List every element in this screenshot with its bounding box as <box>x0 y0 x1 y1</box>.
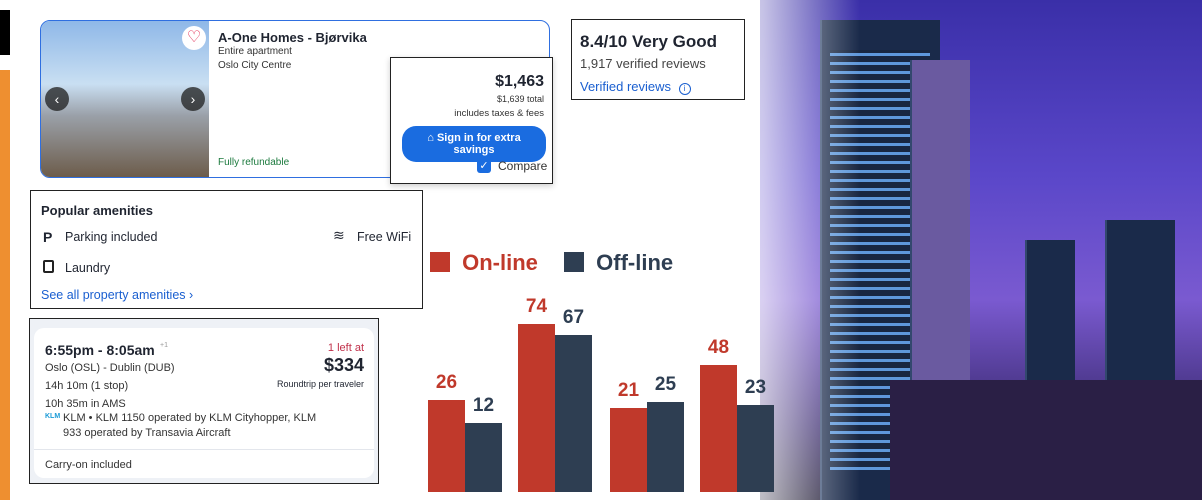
legend-offline: Off-line <box>596 250 674 275</box>
bar-online-3 <box>610 408 647 492</box>
verified-reviews-label: Verified reviews <box>580 79 672 94</box>
sign-in-savings-button[interactable]: ⌂ Sign in for extra savings <box>402 126 546 162</box>
refund-status: Fully refundable <box>218 157 290 168</box>
baggage-info: Carry-on included <box>45 459 132 471</box>
taxes-note: includes taxes & fees <box>454 108 544 119</box>
flight-times: 6:55pm - 8:05am <box>45 342 155 358</box>
airline-line1: KLM • KLM 1150 operated by KLM Cityhoppe… <box>63 412 317 424</box>
amenity-laundry: Laundry <box>65 261 111 275</box>
bar-label: 21 <box>617 380 640 402</box>
flight-duration: 14h 10m (1 stop) <box>45 380 129 392</box>
bar-offline-4 <box>737 405 774 492</box>
flight-route: Oslo (OSL) - Dublin (DUB) <box>45 362 175 374</box>
bar-label: 74 <box>525 295 548 317</box>
price-note: Roundtrip per traveler <box>276 379 364 389</box>
parking-icon: P <box>43 229 53 245</box>
total-price: $1,639 total <box>496 94 544 104</box>
amenities-card: Popular amenities P Parking included ≋ F… <box>30 190 423 309</box>
bar-online-4 <box>700 365 737 492</box>
info-icon[interactable]: i <box>678 83 691 95</box>
tag-icon: ⌂ <box>427 132 437 144</box>
review-count: 1,917 verified reviews <box>580 56 706 71</box>
bar-offline-2 <box>555 334 592 492</box>
legend-swatch-offline <box>564 252 585 272</box>
sign-in-label: Sign in for extra savings <box>436 132 521 156</box>
bar-label: 48 <box>707 337 730 359</box>
hotel-type: Entire apartment <box>218 46 292 57</box>
wifi-icon: ≋ <box>333 227 345 243</box>
amenity-wifi: Free WiFi <box>357 230 412 244</box>
bar-offline-3 <box>647 402 684 492</box>
review-score: 8.4/10 Very Good <box>580 32 718 51</box>
flight-layover: 10h 35m in AMS <box>45 398 126 410</box>
seats-left: 1 left at <box>327 342 364 354</box>
bar-offline-1 <box>465 422 502 492</box>
bar-online-2 <box>518 323 555 492</box>
compare-checkbox[interactable]: ✓ <box>477 159 491 173</box>
flight-card[interactable]: 6:55pm - 8:05am +1 Oslo (OSL) - Dublin (… <box>29 318 379 484</box>
orange-bar <box>0 70 10 500</box>
city-building-photo <box>760 0 1202 500</box>
see-all-amenities-link[interactable]: See all property amenities › <box>41 288 193 302</box>
flight-price: $334 <box>323 355 364 375</box>
hotel-name[interactable]: A-One Homes - Bjørvika <box>218 30 367 45</box>
amenity-parking: Parking included <box>65 230 158 244</box>
reviews-card: 8.4/10 Very Good 1,917 verified reviews … <box>571 19 745 100</box>
bar-label: 67 <box>562 306 585 328</box>
prev-image-button[interactable]: ‹ <box>45 87 69 111</box>
legend-online: On-line <box>462 250 538 275</box>
bar-label: 25 <box>654 374 677 395</box>
nightly-price: $1,463 <box>495 73 544 90</box>
bar-label: 23 <box>744 377 767 399</box>
see-all-label: See all property amenities <box>41 288 186 302</box>
black-bar <box>0 10 10 55</box>
hotel-location: Oslo City Centre <box>218 60 292 71</box>
chevron-right-icon: › <box>189 288 194 302</box>
chart-legend: On-line Off-line <box>430 250 673 276</box>
klm-logo-icon: KLM <box>45 413 61 420</box>
laundry-icon <box>43 260 54 273</box>
airline-line2: 933 operated by Transavia Aircraft <box>63 427 231 439</box>
next-image-button[interactable]: › <box>181 87 205 111</box>
day-offset: +1 <box>160 342 168 349</box>
legend-swatch-online <box>430 252 450 272</box>
bar-label: 26 <box>435 372 458 394</box>
compare-label[interactable]: Compare <box>498 159 548 173</box>
favorite-heart-icon[interactable]: ♡ <box>182 26 206 50</box>
bar-online-1 <box>428 400 465 492</box>
verified-reviews-link[interactable]: Verified reviews i <box>580 79 691 95</box>
price-box: $1,463 $1,639 total includes taxes & fee… <box>390 57 553 184</box>
amenities-title: Popular amenities <box>41 203 153 218</box>
bar-label: 12 <box>472 394 495 416</box>
